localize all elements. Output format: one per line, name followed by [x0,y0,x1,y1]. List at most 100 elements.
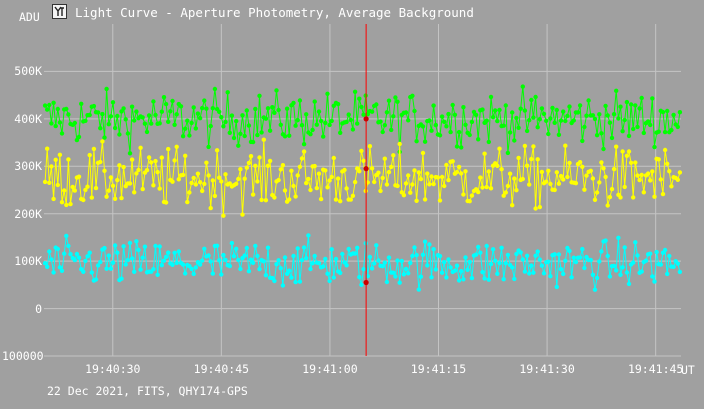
series-1-point [433,122,438,128]
series-3-point [202,246,207,251]
series-3-point [287,268,292,273]
series-3-point [459,269,464,274]
series-1-point [129,104,135,109]
series-1-point [193,126,198,131]
series-3-point [643,258,649,263]
series-2-point [136,167,141,173]
series-2-point [637,177,642,183]
series-1-point [386,98,392,103]
series-2-point [202,181,207,187]
series-1-point [580,138,585,144]
series-1-point [272,110,277,116]
series-3-point [248,257,254,262]
series-3-point [83,258,88,264]
series-3-point [469,275,475,281]
series-2-point [418,176,424,182]
series-2-point [287,197,292,202]
series-1-point [55,106,60,112]
series-2-point [267,158,273,164]
series-1-point [72,120,78,126]
series-2-point [609,186,615,192]
series-3-point [605,253,610,259]
series-2-point [420,150,426,156]
series-3-point [98,259,103,265]
series-3-point [369,266,375,271]
series-2-point [129,157,135,162]
series-1-point [146,113,152,118]
series-2-point [401,193,407,198]
series-3-point [486,277,491,282]
series-2-point [200,188,205,194]
series-2-point [512,176,517,181]
x-tick-label: 19:41:30 [519,362,575,376]
series-3-point [577,255,583,260]
series-1-point [217,109,222,115]
series-1-point [159,109,164,114]
series-2-point [516,155,521,161]
series-2-point [210,178,215,183]
series-2-point [614,144,619,149]
series-1-point [516,125,521,130]
series-3-point [61,251,67,256]
series-3-point [480,269,485,275]
series-1-point [639,95,644,101]
series-1-point [594,133,600,138]
series-2-point [444,162,449,168]
series-3-point [365,274,370,279]
series-1-point [546,131,551,137]
series-3-point [463,255,468,260]
series-1-point [374,102,379,107]
series-3-point [42,261,48,266]
series-3-point [229,240,235,246]
series-1-point [355,121,360,126]
series-1-point [323,120,328,126]
series-1-point [297,98,303,103]
series-3-point [616,235,621,240]
series-3-point [297,279,303,284]
series-1-point [229,113,235,118]
series-2-point [83,187,88,193]
series-2-point [565,174,570,180]
series-1-point [369,109,375,114]
series-1-point [529,97,534,103]
series-2-point [206,173,211,178]
series-2-point [437,198,443,203]
series-3-point [622,245,627,250]
series-3-point [401,272,407,277]
series-2-point [669,184,674,189]
series-1-point [57,120,63,125]
cursor-marker [363,116,369,122]
series-1-point [295,117,300,123]
series-3-point [374,243,379,248]
series-2-point [348,197,353,202]
series-2-point [456,164,462,170]
series-1-point [476,137,481,142]
series-2-point [406,173,411,178]
series-2-point [55,182,60,188]
series-1-point [554,107,559,113]
series-2-point [656,157,661,162]
series-3-point [47,249,52,254]
series-3-point [391,270,396,275]
series-2-point [505,183,511,189]
series-1-point [442,119,447,125]
series-1-point [227,130,232,135]
series-3-point [588,257,593,263]
series-3-point [652,279,657,284]
series-1-point [391,114,396,119]
series-3-point [214,243,220,248]
series-1-point [406,118,411,123]
series-1-point [561,109,566,114]
series-2-point [429,174,434,179]
series-1-point [454,144,460,149]
series-3-point [217,258,222,263]
series-2-point [408,190,413,195]
series-3-point [231,254,237,259]
series-3-point [380,264,385,269]
series-2-point [624,153,630,158]
series-1-point [59,131,65,136]
series-3-point [582,265,587,271]
x-axis-unit-label: UT [681,363,695,377]
series-1-point [276,107,281,113]
